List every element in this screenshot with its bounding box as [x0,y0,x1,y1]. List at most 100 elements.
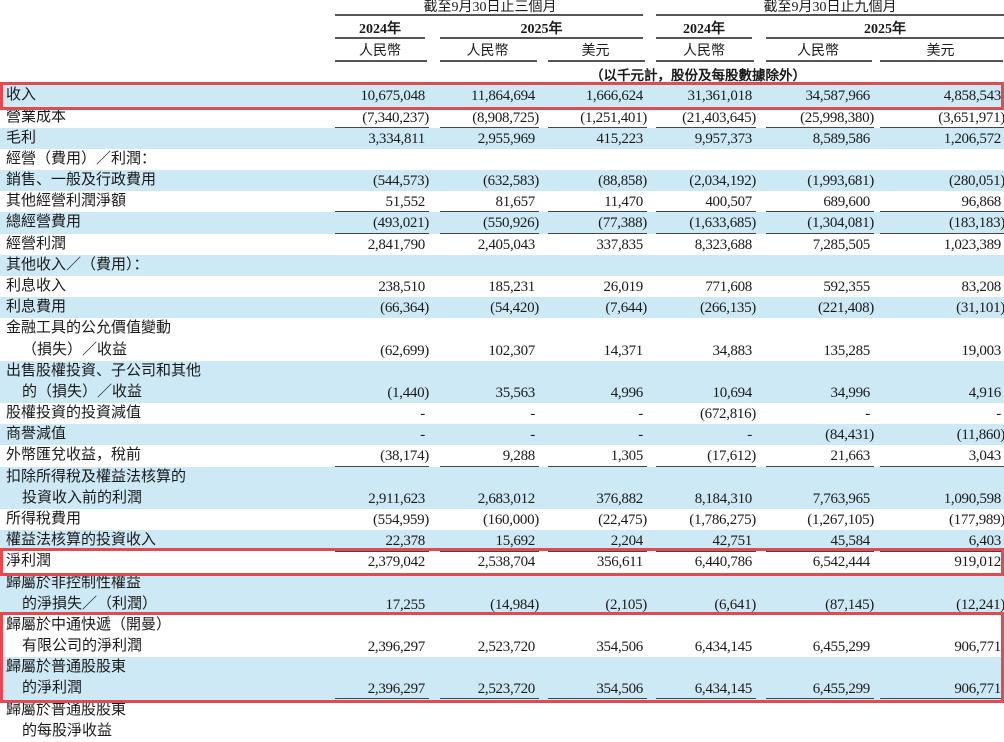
cell-value: 34,996 [830,384,871,401]
row-label: 金融工具的公允價值變動 [6,320,172,337]
divider [335,37,425,39]
unit-note: （以千元計，股份及每股數據除外） [590,68,806,83]
underline [766,126,874,129]
cell-value: - [996,406,1001,423]
underline [656,232,756,235]
row-label: 商譽減值 [6,426,67,443]
cell-value: 34,587,966 [805,88,870,105]
row-label: 的每股淨收益 [22,722,113,739]
cell-value: (544,573) [372,173,429,190]
table-row: 歸屬於非控制性權益 的淨損失／（利潤） 17,255 (14,984) (2,105) (… [0,572,1004,616]
period-9m-header: 截至9月30日止九個月 [763,0,897,15]
row-label: 歸屬於普通股股東 [6,659,127,676]
row-label: 利息費用 [6,299,67,316]
cell-value: (87,145) [825,596,874,613]
row-label: 歸屬於普通股股東 [6,701,127,718]
cell-value: 185,231 [488,279,535,296]
currency-header: 美元 [581,44,610,59]
cell-value: (38,174) [380,448,429,465]
divider [440,37,643,39]
cell-value: 2,538,704 [477,554,536,571]
cell-value: - [747,427,752,444]
underline [440,126,539,129]
cell-value: 354,506 [596,681,643,698]
currency-header: 美元 [926,44,955,59]
cell-value: - [530,406,535,423]
divider [440,60,537,62]
cell-value: 10,675,048 [360,88,425,105]
cell-value: (280,051) [948,173,1004,190]
cell-value: 7,763,965 [812,490,871,507]
cell-value: (77,388) [598,215,647,232]
year-header: 2024年 [683,22,725,37]
cell-value: (3,651,971) [938,109,1004,126]
table-row: 利息收入 238,510 185,231 26,019 771,608 592,355 83… [0,276,1004,297]
cell-value: - [530,427,535,444]
table-row: 銷售、一般及行政費用 (544,573) (632,583) (88,858) (2,0… [0,170,1004,192]
underline [440,697,539,700]
cell-value: (14,984) [490,596,539,613]
divider [766,37,1004,39]
table-row: 利息費用 (66,364) (54,420) (7,644) (266,135) (221… [0,297,1004,319]
row-label: 總經營費用 [6,214,82,231]
row-label: 有限公司的淨利潤 [22,638,143,655]
cell-value: 31,361,018 [687,88,752,105]
cell-value: 1,090,598 [943,490,1002,507]
underline [335,697,429,700]
table-row: 經營利潤 2,841,790 2,405,043 337,835 8,323,688 7,… [0,234,1004,255]
underline [766,697,874,700]
cell-value: 8,323,688 [694,236,753,253]
row-label: 銷售、一般及行政費用 [6,172,157,189]
cell-value: (12,241) [956,596,1004,613]
cell-value: (1,251,401) [580,109,647,126]
row-label: 其他經營利潤淨額 [6,193,127,210]
cell-value: (160,000) [482,512,539,528]
table-row: 營業成本 (7,340,237) (8,908,725) (1,251,401) (21… [0,107,1004,129]
cell-value: (62,699) [380,342,429,359]
table-row: 外幣匯兌收益，稅前 (38,174) 9,288 1,305 (17,612) 21,66… [0,445,1004,468]
cell-value: 35,563 [495,384,536,401]
row-label: 利息收入 [6,278,67,295]
row-label: 股權投資的投資減值 [6,405,142,422]
underline [335,232,429,235]
cell-value: 19,003 [961,342,1002,359]
table-row: 毛利 3,334,811 2,955,969 415,223 9,957,373 8,58… [0,127,1004,149]
cell-value: - [638,406,643,423]
cell-value: 354,506 [596,639,643,656]
table-row: 總經營費用 (493,021) (550,926) (77,388) (1,633,68… [0,212,1004,235]
cell-value: 771,608 [705,279,752,296]
cell-value: (1,993,681) [807,173,874,190]
cell-value: - [865,406,870,423]
underline [656,465,756,468]
cell-value: 1,666,624 [585,88,644,105]
cell-value: 11,864,694 [471,88,535,105]
cell-value: 17,255 [385,596,426,613]
cell-value: (21,403,645) [682,109,756,126]
cell-value: 906,771 [954,639,1001,656]
cell-value: 45,584 [830,533,871,550]
cell-value: 238,510 [378,279,425,296]
underline [766,232,874,235]
divider [766,60,872,62]
underline [766,211,874,213]
cell-value: 2,911,623 [368,490,425,507]
cell-value: (1,304,081) [807,215,874,232]
row-label: 歸屬於非控制性權益 [6,574,142,591]
cell-value: 4,996 [610,384,644,401]
cell-value: (7,644) [605,300,647,317]
year-header: 2025年 [864,22,906,37]
cell-value: (54,420) [490,300,539,317]
divider [335,60,427,62]
cell-value: (493,021) [372,215,429,232]
underline [766,465,874,468]
table-row: 歸屬於中通快遞（開曼） 有限公司的淨利潤 2,396,297 2,523,720 354… [0,615,1004,657]
underline [548,697,647,700]
cell-value: 2,396,297 [367,639,426,656]
underline [335,126,429,129]
cell-value: 2,683,012 [477,490,536,507]
table-row: 所得稅費用 (554,959) (160,000) (22,475) (1,786,27… [0,509,1004,530]
table-row: 經營（費用）／利潤： [0,149,1004,170]
cell-value: 11,470 [604,194,643,211]
row-label: 歸屬於中通快遞（開曼） [6,616,172,633]
cell-value: 96,868 [961,194,1002,211]
